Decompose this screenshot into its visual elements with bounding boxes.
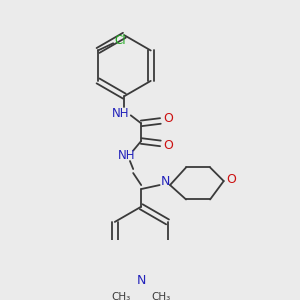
Text: NH: NH	[112, 107, 129, 120]
Text: Cl: Cl	[115, 34, 126, 47]
Text: CH₃: CH₃	[112, 292, 131, 300]
Text: O: O	[164, 112, 173, 125]
Text: N: N	[136, 274, 146, 287]
Text: NH: NH	[118, 149, 136, 162]
Text: O: O	[164, 139, 173, 152]
Text: CH₃: CH₃	[152, 292, 171, 300]
Text: N: N	[160, 175, 170, 188]
Text: O: O	[226, 173, 236, 186]
